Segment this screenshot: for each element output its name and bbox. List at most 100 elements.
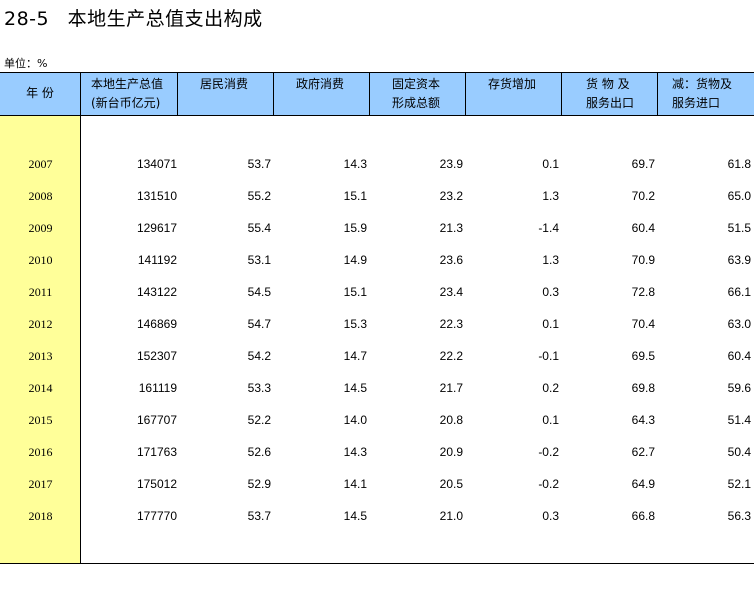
government-cell: 14.5 — [343, 381, 367, 395]
header-capital-line1: 固定资本 — [392, 77, 441, 91]
table-row: 2008 131510 55.2 15.1 23.2 1.3 70.2 65.0 — [0, 186, 754, 206]
year-cell: 2010 — [28, 253, 53, 267]
header-household: 居民消费 — [178, 73, 274, 116]
inventory-cell: -0.2 — [538, 445, 559, 459]
year-cell: 2015 — [28, 413, 53, 427]
table-row: 2018 177770 53.7 14.5 21.0 0.3 66.8 56.3 — [0, 506, 754, 526]
government-cell: 14.9 — [343, 253, 367, 267]
inventory-cell: -0.2 — [538, 477, 559, 491]
gdp-cell: 177770 — [136, 509, 177, 523]
table-row: 2007 134071 53.7 14.3 23.9 0.1 69.7 61.8 — [0, 154, 754, 174]
capital-cell: 21.3 — [439, 221, 463, 235]
gdp-cell: 152307 — [136, 349, 177, 363]
table-header: 年 份 本地生产总值 (新台币亿元) 居民消费 政府消费 固定资本 形成总额 存… — [0, 72, 754, 116]
inventory-cell: 1.3 — [542, 253, 559, 267]
imports-cell: 50.4 — [727, 445, 751, 459]
government-cell: 15.3 — [343, 317, 367, 331]
year-cell: 2017 — [28, 477, 53, 491]
inventory-cell: 0.3 — [542, 285, 559, 299]
capital-cell: 23.6 — [439, 253, 463, 267]
household-cell: 55.4 — [247, 221, 271, 235]
header-government: 政府消费 — [274, 73, 370, 116]
header-capital: 固定资本 形成总额 — [370, 73, 466, 116]
header-imports-line2: 服务进口 — [672, 96, 721, 110]
year-cell: 2009 — [28, 221, 53, 235]
imports-cell: 66.1 — [727, 285, 751, 299]
header-exports-line2: 服务出口 — [586, 96, 635, 110]
government-cell: 14.5 — [343, 509, 367, 523]
bottom-rule — [0, 563, 754, 564]
household-cell: 54.5 — [247, 285, 271, 299]
capital-cell: 21.7 — [439, 381, 463, 395]
imports-cell: 60.4 — [727, 349, 751, 363]
exports-cell: 70.2 — [631, 189, 655, 203]
header-gdp-line2: (新台币亿元) — [91, 96, 161, 110]
capital-cell: 22.3 — [439, 317, 463, 331]
capital-cell: 20.8 — [439, 413, 463, 427]
table-row: 2011 143122 54.5 15.1 23.4 0.3 72.8 66.1 — [0, 282, 754, 302]
capital-cell: 23.4 — [439, 285, 463, 299]
exports-cell: 64.9 — [631, 477, 655, 491]
gdp-cell: 131510 — [136, 189, 177, 203]
header-gdp: 本地生产总值 (新台币亿元) — [81, 73, 178, 116]
exports-cell: 72.8 — [631, 285, 655, 299]
inventory-cell: 0.1 — [542, 413, 559, 427]
gdp-cell: 167707 — [136, 413, 177, 427]
capital-cell: 20.5 — [439, 477, 463, 491]
household-cell: 52.9 — [247, 477, 271, 491]
household-cell: 52.6 — [247, 445, 271, 459]
exports-cell: 62.7 — [631, 445, 655, 459]
year-cell: 2013 — [28, 349, 53, 363]
inventory-cell: 0.3 — [542, 509, 559, 523]
imports-cell: 59.6 — [727, 381, 751, 395]
table-row: 2009 129617 55.4 15.9 21.3 -1.4 60.4 51.… — [0, 218, 754, 238]
exports-cell: 69.7 — [631, 157, 655, 171]
header-capital-line2: 形成总额 — [392, 96, 441, 110]
inventory-cell: 0.2 — [542, 381, 559, 395]
imports-cell: 51.5 — [727, 221, 751, 235]
gdp-cell: 141192 — [137, 253, 177, 267]
header-exports: 货 物 及 服务出口 — [562, 73, 658, 116]
imports-cell: 61.8 — [727, 157, 751, 171]
household-cell: 55.2 — [247, 189, 271, 203]
inventory-cell: -1.4 — [538, 221, 559, 235]
imports-cell: 65.0 — [727, 189, 751, 203]
government-cell: 14.1 — [343, 477, 367, 491]
header-exports-line1: 货 物 及 — [586, 77, 630, 91]
exports-cell: 69.8 — [631, 381, 655, 395]
header-government-line1: 政府消费 — [296, 77, 345, 91]
header-imports: 减：货物及 服务进口 — [658, 73, 754, 116]
exports-cell: 70.9 — [631, 253, 655, 267]
imports-cell: 63.0 — [727, 317, 751, 331]
household-cell: 53.1 — [247, 253, 271, 267]
exports-cell: 70.4 — [631, 317, 655, 331]
government-cell: 15.1 — [343, 285, 367, 299]
exports-cell: 64.3 — [631, 413, 655, 427]
year-cell: 2012 — [28, 317, 53, 331]
capital-cell: 22.2 — [439, 349, 463, 363]
table-row: 2014 161119 53.3 14.5 21.7 0.2 69.8 59.6 — [0, 378, 754, 398]
imports-cell: 51.4 — [727, 413, 751, 427]
gdp-cell: 161119 — [138, 381, 177, 395]
government-cell: 14.7 — [343, 349, 367, 363]
header-year-label: 年 份 — [26, 86, 54, 100]
imports-cell: 56.3 — [727, 509, 751, 523]
gdp-cell: 175012 — [136, 477, 177, 491]
year-cell: 2008 — [28, 189, 53, 203]
imports-cell: 63.9 — [727, 253, 751, 267]
exports-cell: 66.8 — [631, 509, 655, 523]
gdp-cell: 129617 — [136, 221, 177, 235]
household-cell: 54.2 — [247, 349, 271, 363]
household-cell: 52.2 — [247, 413, 271, 427]
year-cell: 2016 — [28, 445, 53, 459]
table-number: 28-5 — [4, 8, 50, 30]
exports-cell: 69.5 — [631, 349, 655, 363]
gdp-cell: 143122 — [136, 285, 177, 299]
government-cell: 14.3 — [343, 445, 367, 459]
header-imports-line1: 减：货物及 — [672, 77, 733, 91]
year-cell: 2011 — [28, 285, 53, 299]
gdp-cell: 146869 — [136, 317, 177, 331]
year-cell: 2018 — [28, 509, 53, 523]
year-cell: 2014 — [28, 381, 53, 395]
header-inventory: 存货增加 — [466, 73, 562, 116]
